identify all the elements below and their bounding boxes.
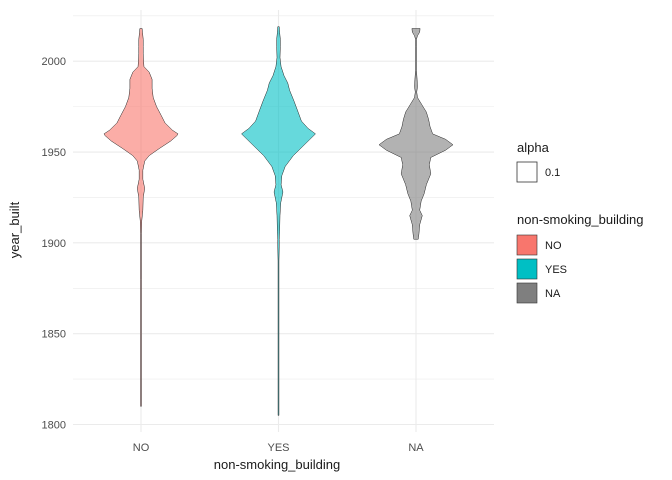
legend-alpha-key [516,161,538,183]
legend-alpha: alpha 0.1 [516,140,560,183]
x-tick-label: YES [267,442,289,454]
legend-key-no [516,234,538,256]
legend-key-yes [516,258,538,280]
violins [103,26,454,416]
legend-label-no: NO [545,240,562,252]
y-axis-title: year_built [7,201,22,258]
x-axis-ticks: NO YES NA [133,442,425,454]
violin-no [103,28,179,407]
y-tick-label: 2000 [42,56,66,68]
legend-fill-title: non-smoking_building [517,212,643,227]
x-tick-label: NA [408,442,424,454]
legend-alpha-title: alpha [517,140,550,155]
x-axis-title: non-smoking_building [214,457,340,472]
y-tick-label: 1800 [42,420,66,432]
violin-na [378,28,454,240]
y-tick-label: 1900 [42,238,66,250]
y-tick-label: 1850 [42,329,66,341]
legend-key-na [516,282,538,304]
violin-yes [241,26,316,416]
legend-label-na: NA [545,288,561,300]
legend-label-yes: YES [545,264,567,276]
y-axis-ticks: 1800 1850 1900 1950 2000 [42,56,66,431]
legend-fill: non-smoking_building NO YES NA [516,212,643,304]
legend-alpha-label: 0.1 [545,167,560,179]
y-tick-label: 1950 [42,147,66,159]
x-tick-label: NO [133,442,150,454]
